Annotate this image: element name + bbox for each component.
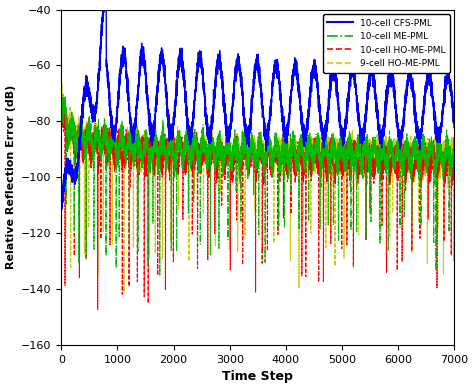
9-cell HO-ME-PML [249, 142, 255, 147]
10-cell CFS-PML [325, 114, 330, 119]
10-cell HO-ME-PML [215, 165, 220, 170]
9-cell HO-ME-PML [162, 145, 167, 150]
10-cell HO-ME-PML [249, 164, 255, 168]
X-axis label: Time Step: Time Step [222, 370, 293, 384]
10-cell ME-PML [79, 135, 85, 139]
10-cell HO-ME-PML [451, 158, 457, 162]
10-cell HO-ME-PML [79, 146, 85, 151]
10-cell ME-PML [215, 138, 220, 143]
10-cell ME-PML [58, 117, 64, 121]
10-cell CFS-PML [215, 57, 220, 61]
10-cell CFS-PML [100, 7, 106, 12]
10-cell ME-PML [207, 146, 213, 151]
9-cell HO-ME-PML [451, 163, 457, 168]
10-cell CFS-PML [207, 136, 213, 141]
Line: 10-cell HO-ME-PML: 10-cell HO-ME-PML [61, 106, 454, 310]
10-cell HO-ME-PML [162, 151, 167, 156]
10-cell ME-PML [249, 138, 255, 142]
9-cell HO-ME-PML [79, 137, 85, 142]
10-cell CFS-PML [58, 196, 64, 201]
10-cell CFS-PML [79, 115, 85, 119]
Line: 10-cell ME-PML: 10-cell ME-PML [61, 95, 454, 276]
10-cell CFS-PML [162, 62, 167, 67]
Line: 9-cell HO-ME-PML: 9-cell HO-ME-PML [61, 84, 454, 292]
9-cell HO-ME-PML [58, 105, 64, 109]
10-cell HO-ME-PML [95, 307, 100, 312]
10-cell HO-ME-PML [207, 157, 213, 161]
10-cell CFS-PML [249, 110, 255, 115]
10-cell ME-PML [157, 273, 163, 278]
9-cell HO-ME-PML [325, 144, 330, 148]
9-cell HO-ME-PML [215, 145, 220, 149]
9-cell HO-ME-PML [59, 82, 65, 87]
10-cell CFS-PML [59, 207, 64, 212]
10-cell ME-PML [162, 149, 167, 153]
9-cell HO-ME-PML [121, 289, 127, 294]
Y-axis label: Relative Reflection Error (dB): Relative Reflection Error (dB) [6, 85, 16, 270]
Legend: 10-cell CFS-PML, 10-cell ME-PML, 10-cell HO-ME-PML, 9-cell HO-ME-PML: 10-cell CFS-PML, 10-cell ME-PML, 10-cell… [323, 14, 450, 73]
10-cell ME-PML [60, 93, 66, 97]
10-cell CFS-PML [451, 124, 457, 129]
10-cell ME-PML [451, 145, 457, 150]
10-cell HO-ME-PML [60, 103, 66, 108]
10-cell ME-PML [325, 152, 330, 157]
Line: 10-cell CFS-PML: 10-cell CFS-PML [61, 10, 454, 209]
9-cell HO-ME-PML [207, 138, 213, 142]
10-cell HO-ME-PML [325, 161, 330, 166]
10-cell HO-ME-PML [58, 129, 64, 133]
